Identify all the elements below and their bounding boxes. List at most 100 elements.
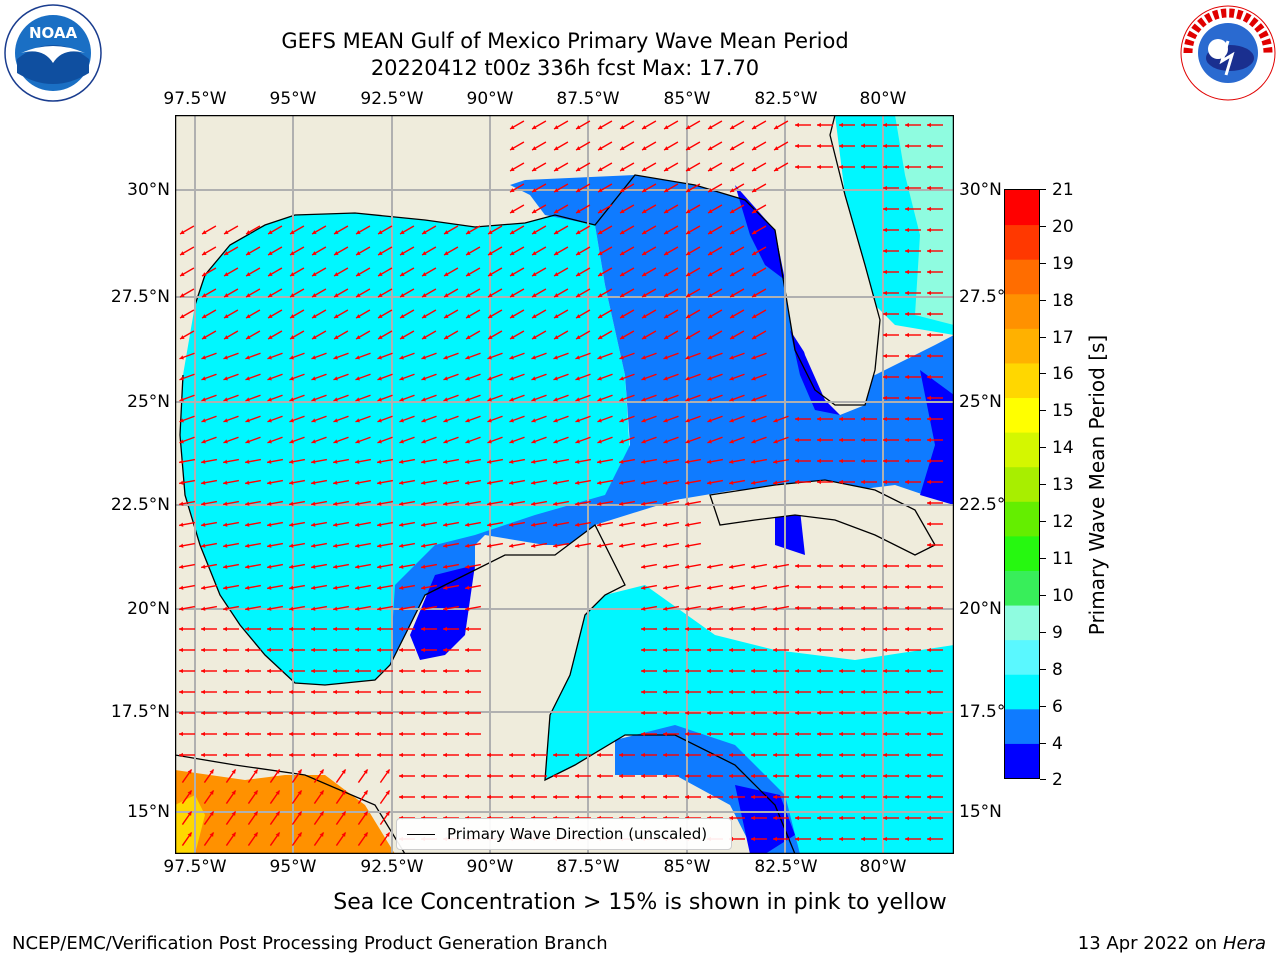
wave-arrow-head — [399, 710, 403, 716]
wave-arrow-head — [201, 439, 206, 444]
wave-arrow-head — [268, 272, 273, 276]
lon-tick-bottom: 82.5°W — [754, 857, 818, 877]
wave-arrow-head — [883, 185, 887, 191]
wave-arrow-head — [685, 418, 690, 423]
wave-arrow-head — [795, 458, 799, 464]
wave-arrow-head — [905, 752, 909, 758]
wave-arrow-head — [267, 564, 272, 569]
wave-arrow-head — [751, 459, 756, 464]
wave-arrow-head — [421, 355, 426, 360]
wave-arrow-head — [253, 790, 258, 795]
wave-arrow-head — [641, 606, 646, 611]
wave-arrow-head — [201, 731, 205, 737]
wave-arrow-head — [421, 585, 426, 590]
wave-arrow-head — [861, 437, 865, 443]
wave-arrow-head — [905, 836, 909, 842]
colorbar-segment — [1005, 501, 1039, 537]
colorbar-tick-mark — [1040, 189, 1046, 190]
wave-arrow-head — [575, 376, 580, 381]
wave-arrow-head — [642, 146, 647, 150]
footer-machine: Hera — [1222, 933, 1266, 954]
wave-arrow-head — [510, 335, 515, 339]
wave-arrow-head — [817, 626, 821, 632]
wave-arrow-head — [290, 293, 295, 297]
wave-arrow-head — [576, 335, 581, 339]
wave-arrow-head — [729, 418, 734, 423]
wave-arrow-head — [795, 836, 799, 842]
lat-tick-right: 30°N — [959, 180, 1002, 200]
wave-arrow-head — [553, 480, 558, 485]
wave-arrow-head — [311, 564, 316, 569]
wave-arrow-head — [927, 563, 931, 569]
wave-arrow-head — [253, 811, 258, 816]
wave-arrow-head — [664, 209, 669, 213]
wave-arrow-head — [707, 480, 712, 485]
wave-arrow-head — [664, 335, 669, 339]
wave-arrow-head — [751, 794, 755, 800]
sea-ice-note: Sea Ice Concentration > 15% is shown in … — [333, 890, 947, 915]
wave-arrow-head — [642, 125, 647, 129]
wave-arrow-head — [685, 355, 690, 360]
wave-arrow-head — [267, 543, 272, 548]
wave-arrow-head — [664, 167, 669, 171]
wave-arrow-head — [333, 501, 338, 506]
wave-arrow-head — [883, 773, 887, 779]
wave-arrow-head — [465, 731, 469, 737]
wave-arrow-head — [289, 710, 293, 716]
wave-arrow-head — [245, 585, 250, 590]
wave-arrow-head — [443, 752, 447, 758]
wave-arrow-head — [444, 251, 449, 255]
wave-arrow-head — [905, 311, 909, 317]
wave-arrow-head — [883, 122, 887, 128]
wave-arrow-head — [686, 146, 691, 150]
wave-arrow-head — [465, 397, 470, 402]
wave-arrow-head — [509, 459, 514, 464]
wave-arrow-head — [576, 125, 581, 129]
colorbar-tick-label: 19 — [1052, 254, 1074, 274]
wave-arrow-head — [751, 647, 755, 653]
wave-arrow-head — [751, 668, 755, 674]
wave-arrow-head — [267, 731, 271, 737]
wave-arrow-head — [598, 314, 603, 318]
colorbar-tick-mark — [1040, 743, 1046, 744]
wave-arrow-head — [795, 479, 799, 485]
wave-arrow-head — [180, 335, 185, 339]
wave-arrow-head — [752, 251, 757, 255]
colorbar-tick-label: 11 — [1052, 549, 1074, 569]
wave-arrow-head — [399, 752, 403, 758]
wave-arrow-head — [421, 794, 425, 800]
coastline — [709, 479, 936, 556]
wave-arrow-head — [341, 811, 346, 816]
wave-arrow-head — [620, 314, 625, 318]
wave-arrow-head — [598, 251, 603, 255]
wave-arrow-head — [707, 376, 712, 381]
wave-arrow-head — [510, 146, 515, 150]
wave-arrow-head — [575, 752, 579, 758]
wave-arrow-head — [532, 125, 537, 129]
wave-arrow-head — [883, 647, 887, 653]
wave-arrow-head — [267, 626, 271, 632]
wave-arrow-head — [223, 752, 227, 758]
wave-arrow-head — [641, 585, 646, 590]
wave-arrow-head — [377, 397, 382, 402]
wave-arrow-head — [297, 811, 302, 816]
wave-arrow-head — [773, 606, 778, 611]
wave-arrow-head — [201, 564, 206, 569]
wave-arrow-head — [209, 832, 214, 837]
wave-arrow-head — [752, 146, 757, 150]
lon-tick-top: 95°W — [269, 89, 317, 109]
wave-arrow-head — [905, 668, 909, 674]
wave-arrow-head — [685, 731, 689, 737]
wave-arrow-head — [730, 251, 735, 255]
wave-arrow-head — [465, 564, 470, 569]
wave-arrow-head — [179, 480, 184, 485]
wave-arrow-head — [707, 564, 712, 569]
wave-arrow-head — [553, 355, 558, 360]
wave-arrow-head — [664, 314, 669, 318]
wave-arrow-head — [421, 773, 425, 779]
lat-tick-right: 15°N — [959, 802, 1002, 822]
wave-arrow-head — [773, 836, 777, 842]
lon-tick-top: 85°W — [663, 89, 711, 109]
wave-arrow-head — [927, 710, 931, 716]
wave-arrow-head — [641, 626, 645, 632]
